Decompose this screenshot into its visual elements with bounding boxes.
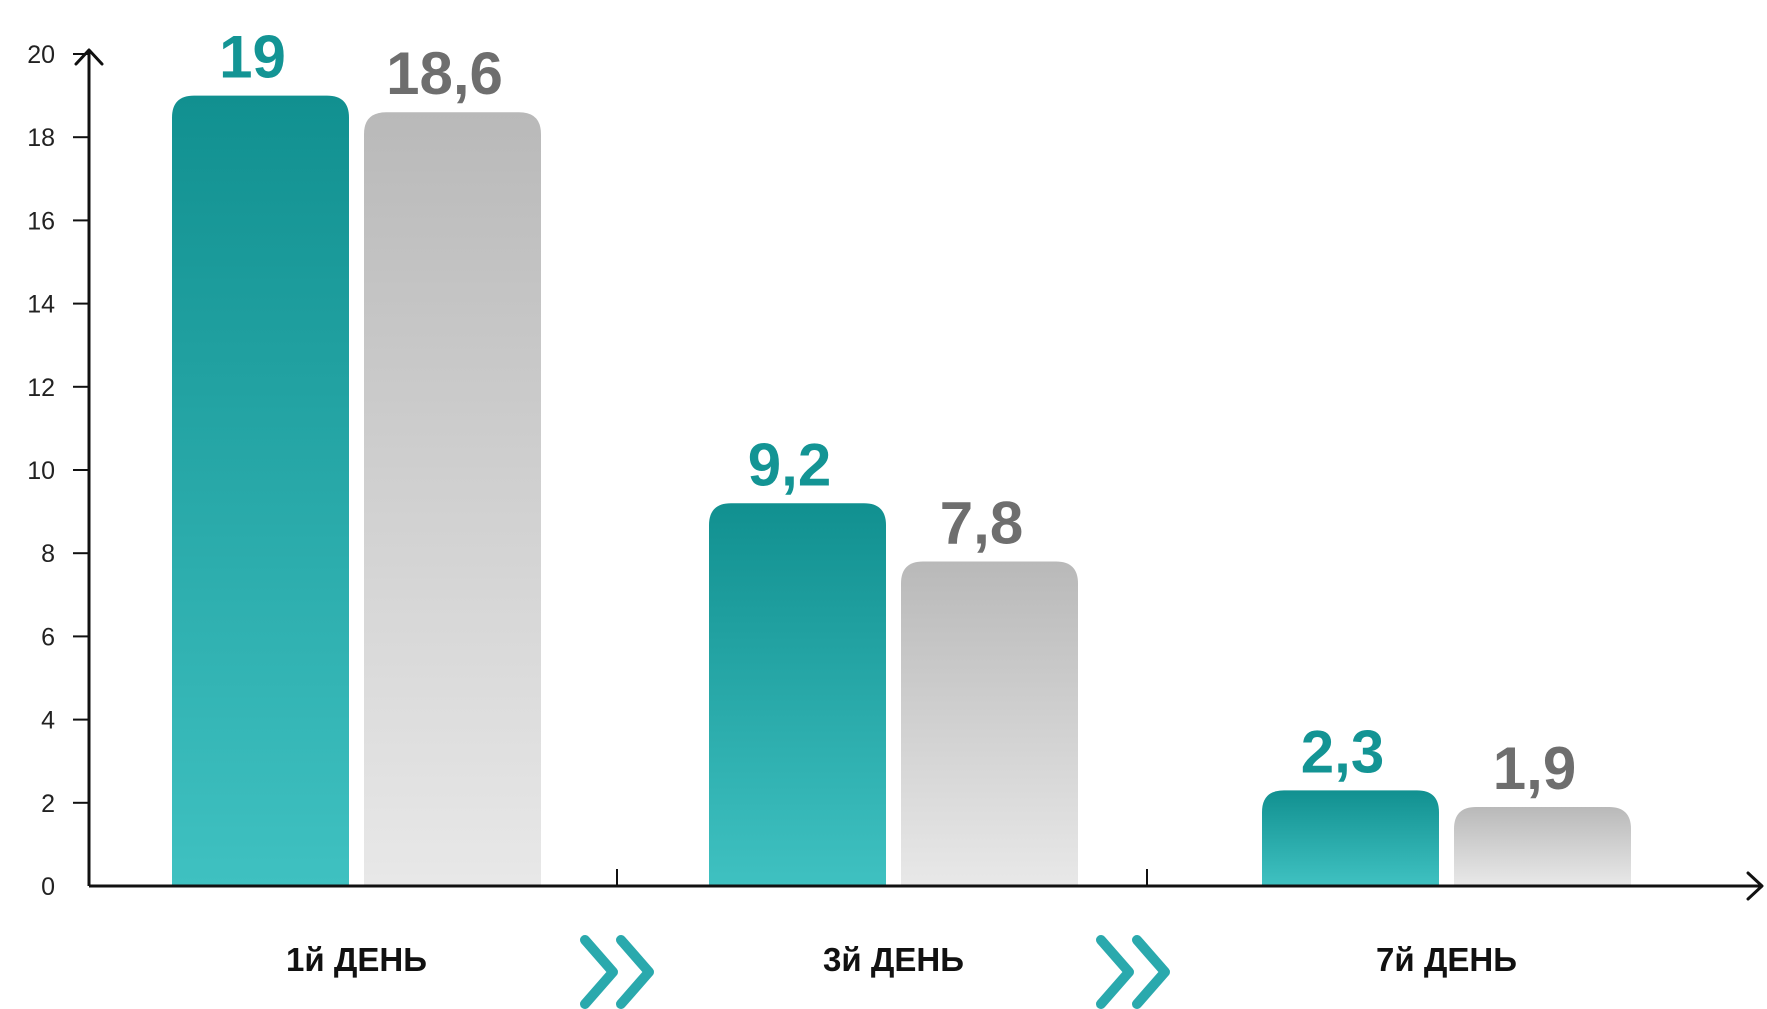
chevron-right-icon bbox=[580, 935, 618, 1009]
bar-series-b-1 bbox=[901, 561, 1078, 885]
bar-series-b-0 bbox=[364, 112, 541, 886]
separator-icons bbox=[580, 935, 1170, 1009]
axes bbox=[74, 48, 1764, 901]
y-tick-label: 20 bbox=[27, 41, 55, 69]
y-axis-ticks: 0 2 4 6 8 10 12 14 16 18 20 bbox=[27, 41, 89, 901]
double-chevron-right-icon bbox=[1096, 935, 1170, 1009]
y-tick-label: 18 bbox=[27, 124, 55, 152]
bar-series-b-2 bbox=[1454, 806, 1631, 885]
chevron-right-icon bbox=[1096, 935, 1134, 1009]
bar-series-a-0 bbox=[172, 95, 349, 886]
bar-series-a-1 bbox=[709, 503, 886, 885]
y-tick-label: 12 bbox=[27, 374, 55, 402]
y-tick-label: 8 bbox=[41, 540, 55, 568]
x-axis-arrow-icon bbox=[1746, 871, 1764, 901]
bar-series-a-2 bbox=[1262, 790, 1439, 885]
value-label-series-b-0: 18,6 bbox=[386, 40, 503, 107]
value-label-series-a-2: 2,3 bbox=[1301, 718, 1384, 785]
y-tick-label: 14 bbox=[27, 291, 55, 319]
double-chevron-right-icon bbox=[580, 935, 654, 1009]
value-label-series-b-1: 7,8 bbox=[940, 490, 1023, 557]
value-label-series-a-1: 9,2 bbox=[748, 431, 831, 498]
y-tick-label: 2 bbox=[41, 790, 55, 818]
category-label-2: 7й ДЕНЬ bbox=[1376, 941, 1517, 978]
chevron-right-icon bbox=[1132, 935, 1170, 1009]
bars bbox=[172, 95, 1631, 886]
y-tick-label: 10 bbox=[27, 457, 55, 485]
y-axis-arrow-icon bbox=[74, 48, 104, 66]
value-label-series-b-2: 1,9 bbox=[1493, 735, 1576, 802]
y-tick-label: 16 bbox=[27, 207, 55, 235]
category-label-0: 1й ДЕНЬ bbox=[286, 941, 427, 978]
y-tick-label: 4 bbox=[41, 707, 55, 735]
y-tick-label: 6 bbox=[41, 623, 55, 651]
value-labels: 19 18,6 9,2 7,8 2,3 1,9 bbox=[219, 24, 1576, 802]
category-labels: 1й ДЕНЬ 3й ДЕНЬ 7й ДЕНЬ bbox=[286, 941, 1517, 978]
y-tick-label: 0 bbox=[41, 873, 55, 901]
category-label-1: 3й ДЕНЬ bbox=[823, 941, 964, 978]
chevron-right-icon bbox=[616, 935, 654, 1009]
value-label-series-a-0: 19 bbox=[219, 24, 286, 91]
